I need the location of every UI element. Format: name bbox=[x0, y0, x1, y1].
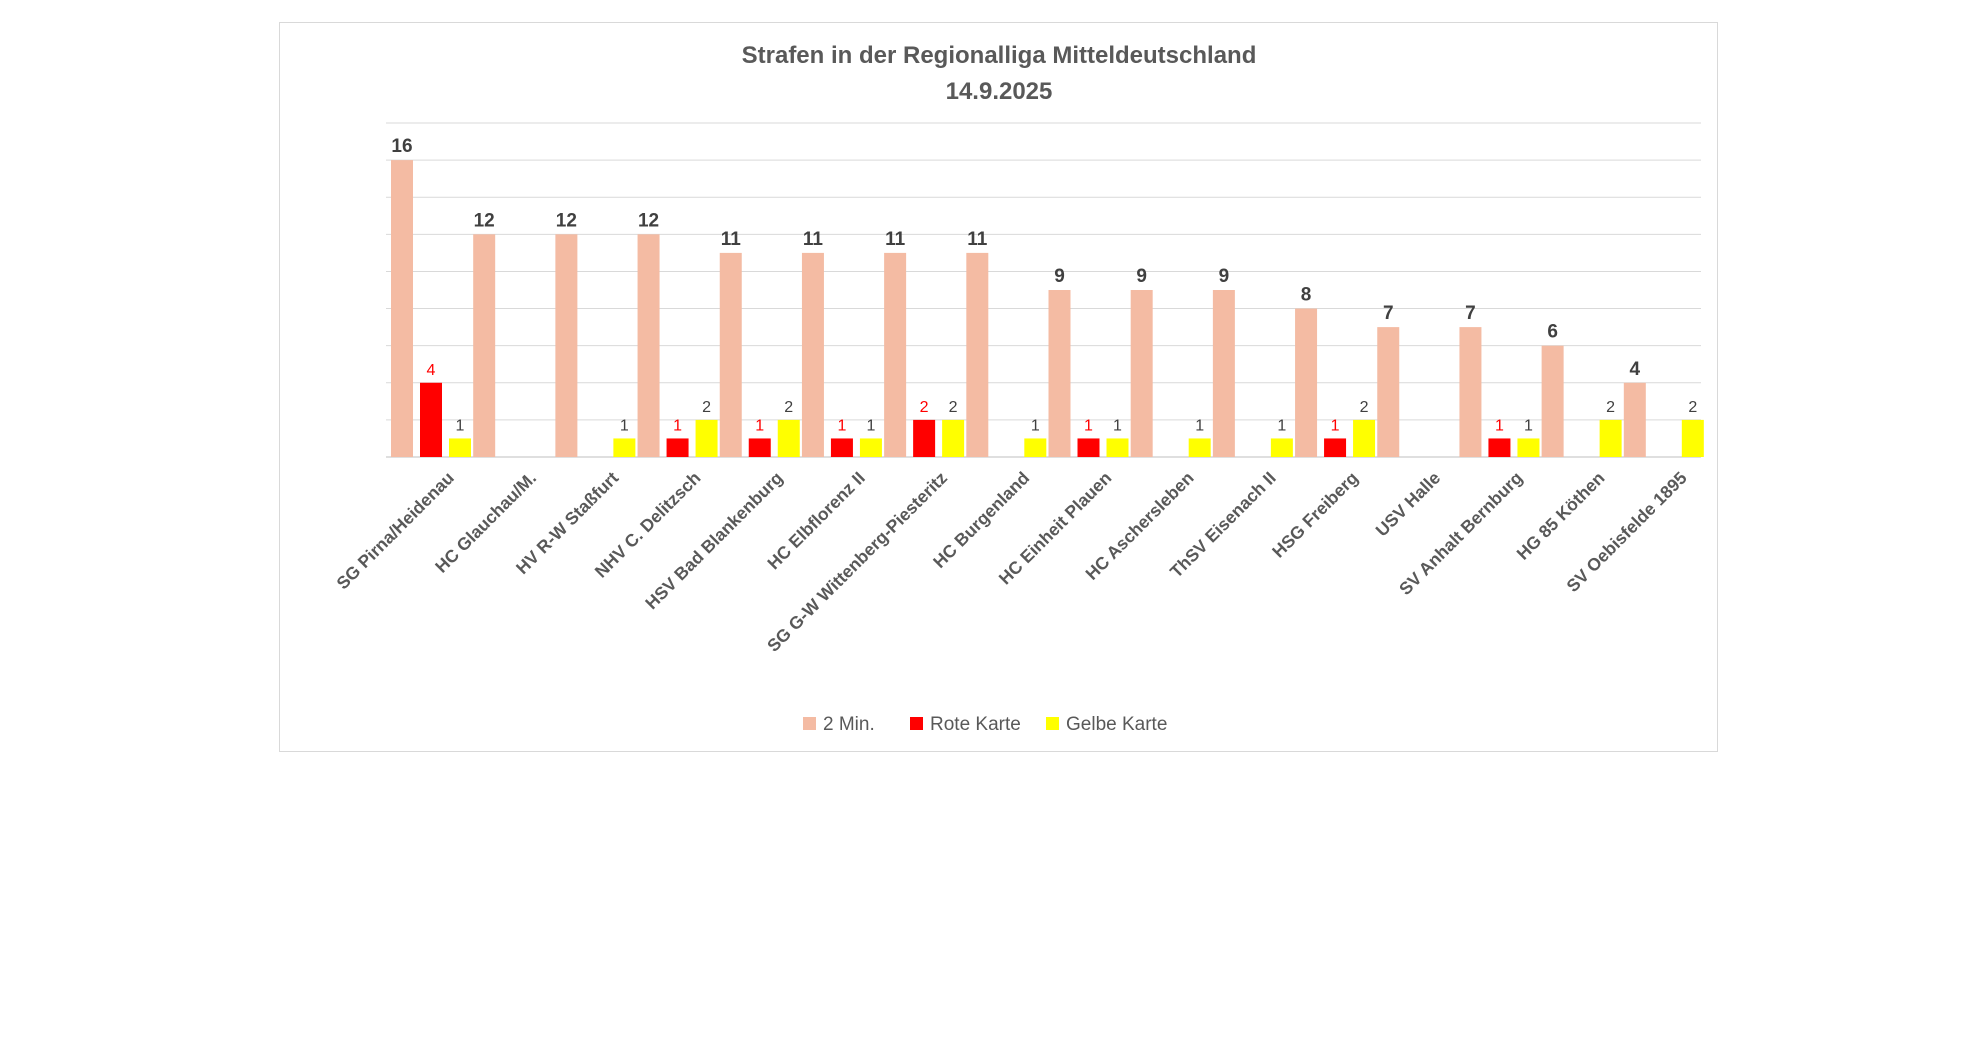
bar-gelbe-karte-sv-oebisfelde-1895 bbox=[1681, 419, 1704, 457]
bar-2-min-sg-g-w-wittenberg-piesteritz bbox=[884, 252, 907, 457]
data-label-2-min-sg-pirna-heidenau: 16 bbox=[391, 136, 412, 157]
category-label-sg-g-w-wittenberg-piesteritz: SG G-W Wittenberg-Piesteritz bbox=[763, 468, 951, 656]
bar-gelbe-karte-sv-anhalt-bernburg bbox=[1517, 438, 1540, 457]
data-label-gelbe-karte-sv-anhalt-bernburg: 1 bbox=[1524, 417, 1533, 434]
data-label-2-min-hsv-bad-blankenburg: 11 bbox=[721, 229, 742, 250]
bar-2-min-hg-85-koethen bbox=[1541, 345, 1564, 457]
data-label-rote-karte-hsg-freiberg: 1 bbox=[1331, 417, 1340, 434]
data-label-rote-karte-hc-elbflorenz-ii: 1 bbox=[837, 417, 846, 434]
data-label-gelbe-karte-nhv-c-delitzsch: 2 bbox=[702, 399, 711, 416]
bar-2-min-sg-pirna-heidenau bbox=[391, 160, 413, 457]
bar-2-min-hc-glauchau-m bbox=[473, 234, 496, 457]
data-label-rote-karte-sg-pirna-heidenau: 4 bbox=[427, 362, 436, 379]
bar-2-min-hc-einheit-plauen bbox=[1048, 290, 1071, 457]
bar-2-min-hv-r-w-stassfurt bbox=[555, 234, 578, 457]
data-label-gelbe-karte-sg-pirna-heidenau: 1 bbox=[456, 417, 465, 434]
bar-gelbe-karte-hc-aschersleben bbox=[1188, 438, 1211, 457]
data-label-gelbe-karte-hc-burgenland: 1 bbox=[1031, 417, 1040, 434]
data-label-rote-karte-sv-anhalt-bernburg: 1 bbox=[1495, 417, 1504, 434]
data-label-gelbe-karte-hv-r-w-stassfurt: 1 bbox=[620, 417, 629, 434]
data-label-2-min-thsv-eisenach-ii: 9 bbox=[1219, 266, 1230, 287]
data-label-gelbe-karte-hc-einheit-plauen: 1 bbox=[1113, 417, 1122, 434]
bar-rote-karte-hc-elbflorenz-ii bbox=[830, 438, 853, 457]
data-label-2-min-hc-glauchau-m: 12 bbox=[474, 210, 495, 231]
chart-subtitle: 14.9.2025 bbox=[946, 78, 1053, 105]
data-label-gelbe-karte-hg-85-koethen: 2 bbox=[1606, 399, 1615, 416]
data-label-2-min-sv-anhalt-bernburg: 7 bbox=[1465, 303, 1476, 324]
data-label-2-min-nhv-c-delitzsch: 12 bbox=[638, 210, 659, 231]
data-label-2-min-hg-85-koethen: 6 bbox=[1547, 322, 1558, 343]
bar-gelbe-karte-hc-elbflorenz-ii bbox=[859, 438, 882, 457]
bar-gelbe-karte-hsv-bad-blankenburg bbox=[777, 419, 800, 457]
data-label-rote-karte-hc-einheit-plauen: 1 bbox=[1084, 417, 1093, 434]
data-label-2-min-hv-r-w-stassfurt: 12 bbox=[556, 210, 577, 231]
bar-rote-karte-sg-pirna-heidenau bbox=[420, 382, 442, 457]
bar-2-min-hc-burgenland bbox=[966, 252, 989, 457]
chart-frame: Strafen in der Regionalliga Mitteldeutsc… bbox=[279, 22, 1718, 752]
data-label-gelbe-karte-sv-oebisfelde-1895: 2 bbox=[1688, 399, 1697, 416]
bars bbox=[391, 160, 1704, 457]
bar-gelbe-karte-sg-g-w-wittenberg-piesteritz bbox=[942, 419, 965, 457]
category-label-sg-pirna-heidenau: SG Pirna/Heidenau bbox=[332, 468, 458, 594]
data-label-2-min-hc-elbflorenz-ii: 11 bbox=[803, 229, 824, 250]
data-label-gelbe-karte-hsg-freiberg: 2 bbox=[1360, 399, 1369, 416]
bar-gelbe-karte-hc-einheit-plauen bbox=[1106, 438, 1129, 457]
legend-label-rote-karte: Rote Karte bbox=[930, 714, 1021, 735]
gridlines bbox=[386, 122, 1701, 458]
bar-gelbe-karte-sg-pirna-heidenau bbox=[449, 438, 471, 457]
data-label-2-min-hc-burgenland: 11 bbox=[967, 229, 988, 250]
data-label-2-min-hsg-freiberg: 8 bbox=[1301, 285, 1312, 306]
category-label-hsv-bad-blankenburg: HSV Bad Blankenburg bbox=[641, 468, 786, 613]
bar-2-min-sv-anhalt-bernburg bbox=[1459, 327, 1482, 457]
bar-rote-karte-sv-anhalt-bernburg bbox=[1488, 438, 1511, 457]
data-label-rote-karte-nhv-c-delitzsch: 1 bbox=[673, 417, 682, 434]
legend-swatch-2-min bbox=[803, 717, 816, 730]
legend-label-2-min: 2 Min. bbox=[823, 714, 875, 735]
bar-rote-karte-hsv-bad-blankenburg bbox=[748, 438, 771, 457]
legend-swatch-gelbe-karte bbox=[1046, 717, 1059, 730]
data-label-gelbe-karte-hsv-bad-blankenburg: 2 bbox=[784, 399, 793, 416]
bar-2-min-thsv-eisenach-ii bbox=[1212, 290, 1235, 457]
data-label-2-min-hc-aschersleben: 9 bbox=[1136, 266, 1147, 287]
data-label-2-min-usv-halle: 7 bbox=[1383, 303, 1394, 324]
bar-gelbe-karte-thsv-eisenach-ii bbox=[1270, 438, 1293, 457]
bar-gelbe-karte-hg-85-koethen bbox=[1599, 419, 1622, 457]
bar-2-min-sv-oebisfelde-1895 bbox=[1623, 382, 1646, 457]
bar-rote-karte-hsg-freiberg bbox=[1324, 438, 1347, 457]
bar-gelbe-karte-hv-r-w-stassfurt bbox=[613, 438, 636, 457]
bar-chart: Strafen in der Regionalliga Mitteldeutsc… bbox=[332, 42, 1704, 735]
bar-gelbe-karte-nhv-c-delitzsch bbox=[695, 419, 718, 457]
bar-2-min-hc-elbflorenz-ii bbox=[801, 252, 824, 457]
chart-title: Strafen in der Regionalliga Mitteldeutsc… bbox=[742, 42, 1257, 69]
bar-gelbe-karte-hc-burgenland bbox=[1024, 438, 1047, 457]
category-label-usv-halle: USV Halle bbox=[1372, 468, 1445, 541]
bar-2-min-nhv-c-delitzsch bbox=[637, 234, 660, 457]
bar-2-min-usv-halle bbox=[1377, 327, 1400, 457]
data-label-gelbe-karte-hc-elbflorenz-ii: 1 bbox=[866, 417, 875, 434]
legend-label-gelbe-karte: Gelbe Karte bbox=[1066, 714, 1167, 735]
data-label-2-min-sg-g-w-wittenberg-piesteritz: 11 bbox=[885, 229, 906, 250]
bar-gelbe-karte-hsg-freiberg bbox=[1353, 419, 1376, 457]
legend: 2 Min. Rote Karte Gelbe Karte bbox=[803, 714, 1167, 735]
data-label-rote-karte-sg-g-w-wittenberg-piesteritz: 2 bbox=[920, 399, 929, 416]
bar-2-min-hc-aschersleben bbox=[1130, 290, 1153, 457]
data-label-gelbe-karte-sg-g-w-wittenberg-piesteritz: 2 bbox=[949, 399, 958, 416]
bar-2-min-hsg-freiberg bbox=[1295, 308, 1318, 457]
bar-2-min-hsv-bad-blankenburg bbox=[719, 252, 742, 457]
data-label-gelbe-karte-hc-aschersleben: 1 bbox=[1195, 417, 1204, 434]
bar-rote-karte-sg-g-w-wittenberg-piesteritz bbox=[913, 419, 936, 457]
data-label-2-min-hc-einheit-plauen: 9 bbox=[1054, 266, 1065, 287]
bar-rote-karte-nhv-c-delitzsch bbox=[666, 438, 689, 457]
data-label-2-min-sv-oebisfelde-1895: 4 bbox=[1630, 359, 1641, 380]
data-label-gelbe-karte-thsv-eisenach-ii: 1 bbox=[1277, 417, 1286, 434]
bar-rote-karte-hc-einheit-plauen bbox=[1077, 438, 1100, 457]
category-label-hsg-freiberg: HSG Freiberg bbox=[1268, 468, 1362, 562]
data-label-rote-karte-hsv-bad-blankenburg: 1 bbox=[755, 417, 764, 434]
legend-swatch-rote-karte bbox=[910, 717, 923, 730]
